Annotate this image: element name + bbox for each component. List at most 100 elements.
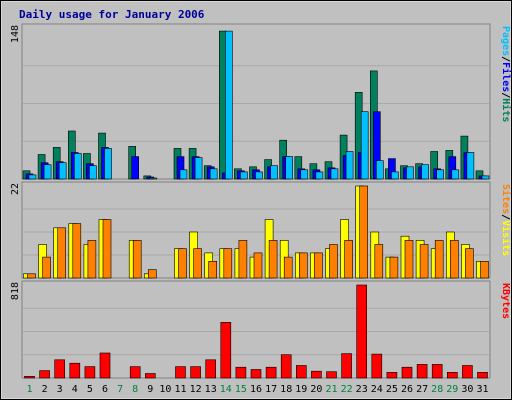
legend-hits: Hits [500,98,512,122]
bar-kbytes [54,359,66,379]
bar-kbytes [145,373,156,379]
legend-sites: Sites [500,184,512,214]
bar-pages [58,162,67,180]
bar-sites [344,240,353,279]
day-label: 21 [325,384,337,395]
day-label: 18 [280,384,292,395]
bar-sites [434,240,444,279]
bar-sites [389,256,399,279]
bar-pages [179,169,188,180]
bar-sites [208,260,217,279]
bar-kbytes [431,364,443,379]
bar-pages [28,174,37,180]
bar-kbytes [416,364,428,379]
legend-separator: / [500,92,511,98]
bar-kbytes [446,371,458,379]
bar-files [131,156,139,180]
chart-title: Daily usage for January 2006 [19,8,205,21]
day-label: 10 [159,384,171,395]
bar-sites [27,273,36,279]
bar-sites [298,252,308,279]
bar-sites [87,240,97,279]
bar-pages [345,151,354,180]
day-label: 22 [341,384,353,395]
bar-sites [102,219,112,279]
bar-kbytes [205,359,216,379]
day-label: 28 [431,384,443,395]
bar-kbytes [250,369,262,379]
bar-pages [315,171,324,180]
day-label: 29 [446,384,458,395]
bar-pages [104,148,112,180]
bar-kbytes [462,365,473,379]
day-label: 24 [371,384,383,395]
legend-visits: Visits [500,220,512,256]
day-label: 26 [401,384,413,395]
bar-pages [466,152,475,180]
panel-max-label: 22 [10,183,21,195]
bar-kbytes [371,353,383,379]
x-axis-day-labels: 1 2 3 4 5 6 7 8 9 10 11 12 13 14 15 16 17 18 19 20 21 22 23 24 2… [26,384,488,395]
bar-pages [255,171,263,180]
day-label: 14 [220,384,232,395]
bar-kbytes [24,375,35,379]
panel-visits-sites: 22 Sites/Visits [10,181,512,279]
day-label: 9 [147,384,153,395]
panel-kbytes: 818 KBytes [10,280,511,379]
bar-kbytes [84,366,96,379]
bar-kbytes [175,366,186,379]
bar-kbytes [235,366,247,379]
bar-pages [406,166,414,180]
bar-pages [421,164,429,180]
bar-sites [329,244,338,279]
day-label: 3 [57,384,63,395]
day-label: 7 [117,384,123,395]
day-label: 31 [476,384,488,395]
bar-kbytes [295,365,307,379]
panel-legend: Sites/Visits [500,184,512,256]
bar-pages [375,160,384,180]
bar-sites [178,248,187,279]
day-label: 27 [416,384,428,395]
day-label: 8 [132,384,138,395]
bar-sites [449,240,459,279]
day-label: 11 [174,384,186,395]
bar-sites [72,223,82,279]
day-label: 4 [72,384,78,395]
bar-sites [238,240,248,279]
day-label: 6 [102,384,108,395]
bar-sites [314,252,323,279]
bar-sites [253,252,263,279]
legend-separator: / [500,56,511,62]
panel-max-label: 148 [10,25,21,43]
bar-pages [436,169,445,180]
bar-pages [43,164,52,180]
bar-sites [404,240,414,279]
bar-kbytes [129,366,141,379]
day-label: 23 [356,384,368,395]
panel-max-label: 818 [10,282,21,300]
bar-kbytes [386,371,398,379]
bar-sites [193,248,202,279]
bar-kbytes [280,354,292,379]
bar-pages [225,30,233,180]
bar-pages [270,165,278,180]
bar-pages [240,171,248,180]
bar-kbytes [326,371,337,379]
bar-kbytes [69,362,81,379]
legend-files: Files [500,62,512,92]
day-label: 30 [461,384,473,395]
day-label: 25 [386,384,398,395]
bar-sites [148,269,157,279]
bar-pages [285,156,294,180]
day-label: 17 [265,384,277,395]
day-label: 2 [42,384,48,395]
day-label: 12 [190,384,202,395]
day-label: 13 [205,384,217,395]
day-label: 16 [250,384,262,395]
legend-pages: Pages [500,26,511,56]
bar-kbytes [311,370,322,379]
